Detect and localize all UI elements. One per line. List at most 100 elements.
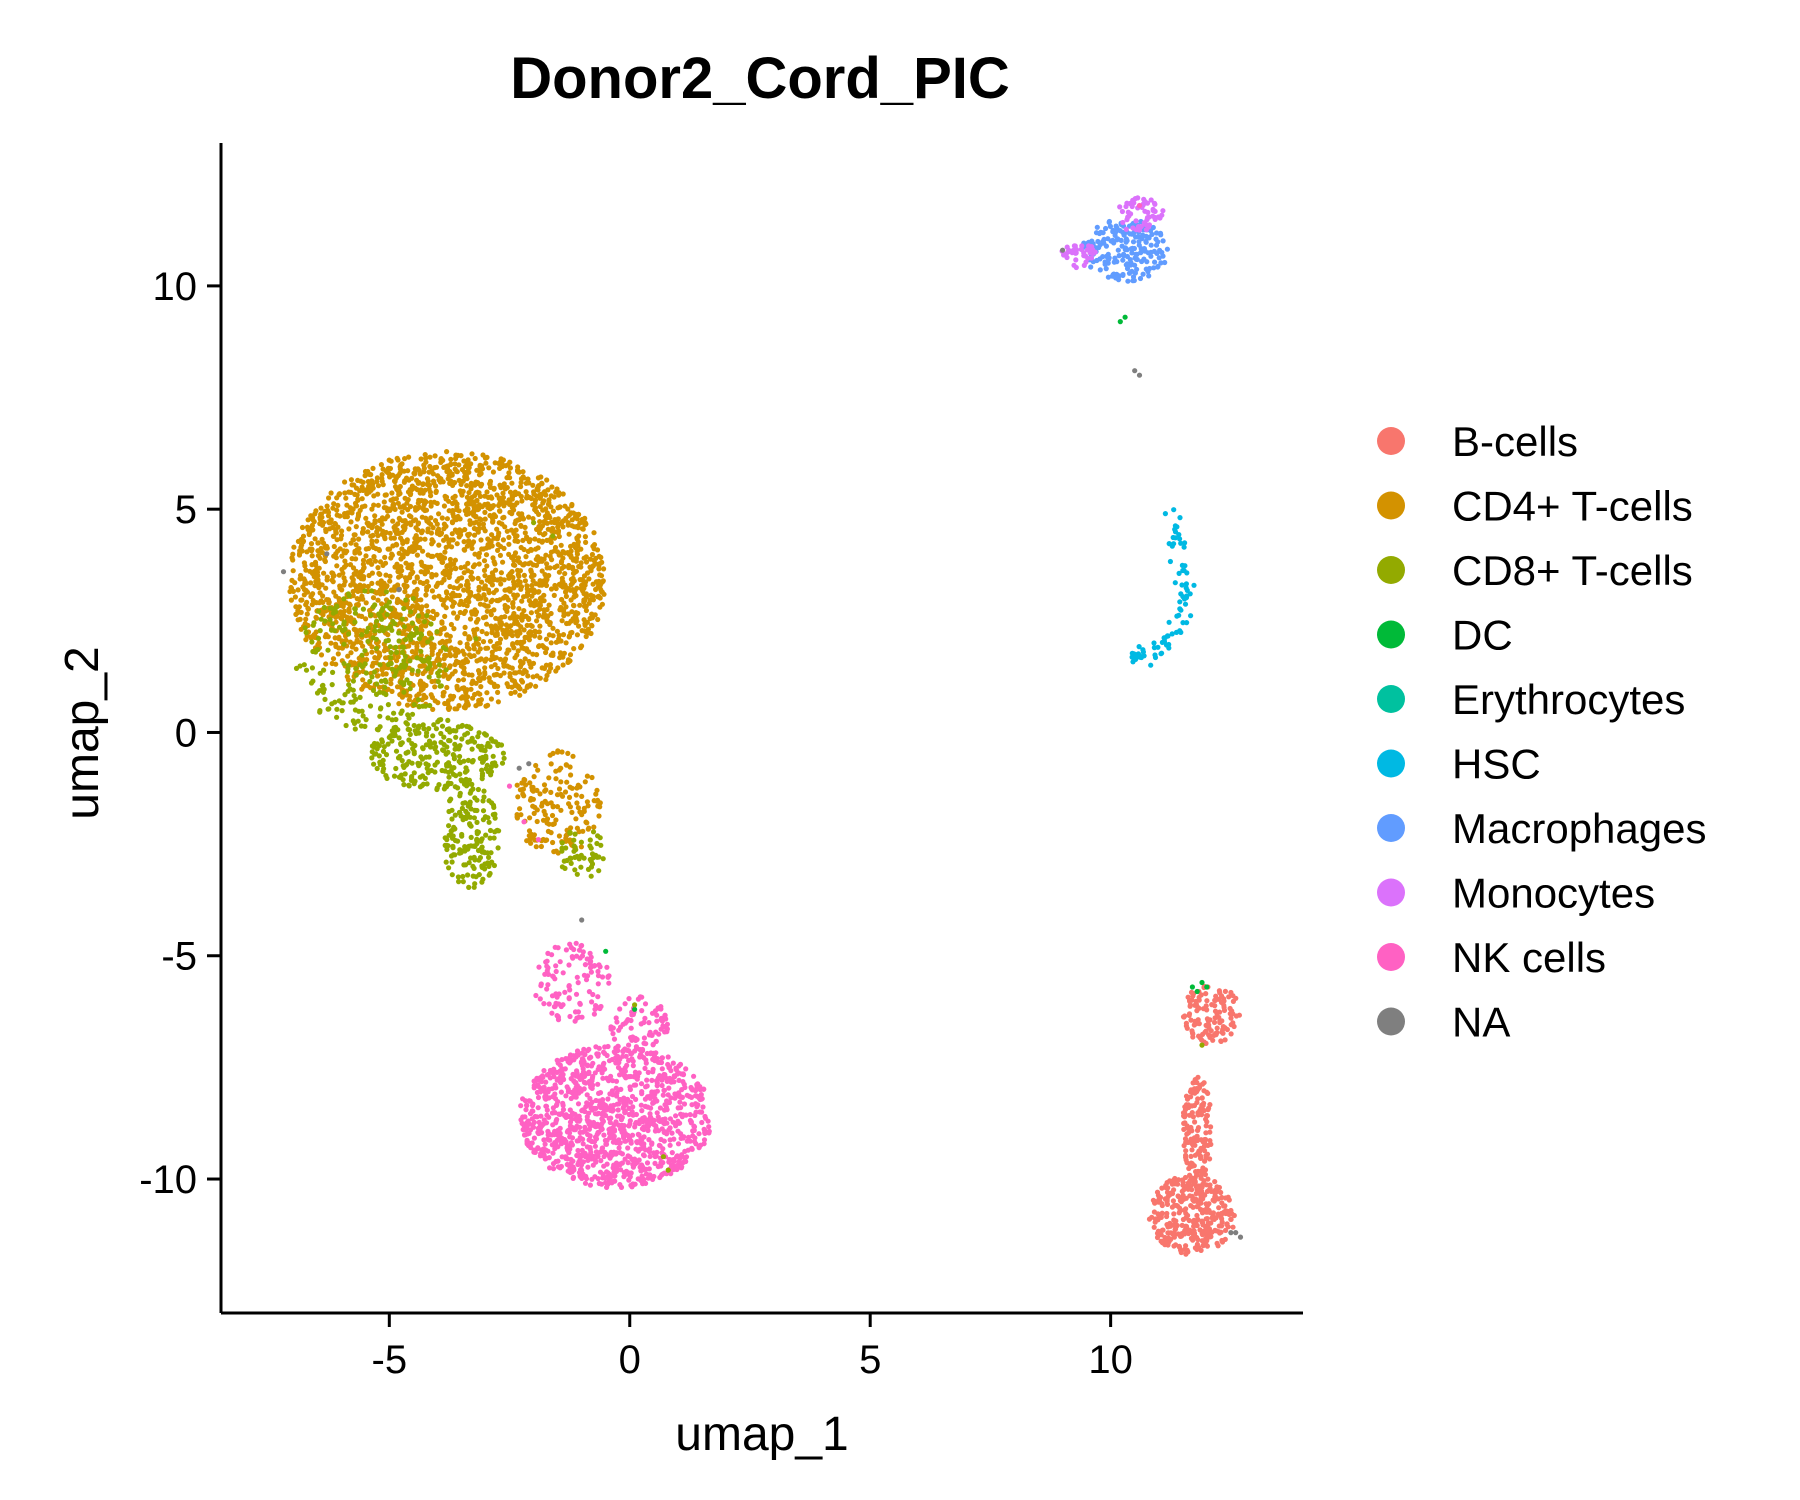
point-nk-cells <box>552 1110 558 1116</box>
point-cd4-t-cells <box>424 579 430 585</box>
point-cd4-t-cells <box>475 575 481 582</box>
point-cd4-t-cells <box>526 658 532 665</box>
point-cd4-t-cells <box>528 795 534 802</box>
point-cd4-t-cells <box>530 833 536 840</box>
point-cd8-t-cells <box>469 781 475 788</box>
point-cd4-t-cells <box>524 838 530 844</box>
point-cd4-t-cells <box>557 504 563 510</box>
point-cd4-t-cells <box>458 453 464 459</box>
point-nk-cells <box>598 1158 604 1164</box>
point-nk-cells <box>678 1105 684 1111</box>
point-cd4-t-cells <box>370 532 376 539</box>
point-nk-cells <box>692 1139 698 1145</box>
point-cd4-t-cells <box>443 464 449 470</box>
point-nk-cells <box>597 964 603 970</box>
point-cd4-t-cells <box>404 702 411 708</box>
point-cd4-t-cells <box>504 528 510 534</box>
point-cd4-t-cells <box>440 559 446 566</box>
point-cd8-t-cells <box>336 624 343 630</box>
point-cd8-t-cells <box>382 677 388 683</box>
point-cd4-t-cells <box>526 514 532 520</box>
point-cd8-t-cells <box>468 725 474 732</box>
point-cd4-t-cells <box>328 640 334 646</box>
point-cd8-t-cells <box>314 690 321 696</box>
point-cd4-t-cells <box>417 579 423 585</box>
point-cd4-t-cells <box>405 507 411 513</box>
point-cd4-t-cells <box>469 451 475 457</box>
point-nk-cells <box>658 1163 664 1169</box>
points-layer <box>280 195 1244 1257</box>
point-nk-cells <box>625 1160 631 1166</box>
point-cd4-t-cells <box>461 669 467 675</box>
point-nk-cells <box>647 1116 653 1122</box>
point-cd4-t-cells <box>545 487 551 493</box>
point-cd4-t-cells <box>365 529 371 535</box>
point-macrophages <box>1137 275 1144 282</box>
point-cd4-t-cells <box>411 470 417 476</box>
point-cd4-t-cells <box>518 586 524 592</box>
point-nk-cells <box>537 1153 544 1159</box>
point-cd4-t-cells <box>360 479 366 485</box>
point-cd8-t-cells <box>346 593 352 599</box>
point-cd8-t-cells <box>447 738 453 744</box>
point-macrophages <box>1100 238 1106 244</box>
point-cd4-t-cells <box>562 582 568 588</box>
point-cd4-t-cells <box>509 505 515 511</box>
point-cd4-t-cells <box>461 601 467 608</box>
point-cd4-t-cells <box>548 493 554 499</box>
point-cd4-t-cells <box>479 504 485 510</box>
point-cd8-t-cells <box>487 835 493 841</box>
point-cd4-t-cells <box>349 575 355 581</box>
point-cd4-t-cells <box>462 631 468 637</box>
point-cd8-t-cells <box>401 644 407 651</box>
point-cd4-t-cells <box>313 508 319 514</box>
point-nk-cells <box>618 1097 624 1103</box>
point-cd8-t-cells <box>559 840 565 846</box>
point-cd8-t-cells <box>413 730 419 737</box>
point-cd4-t-cells <box>582 598 588 604</box>
point-cd8-t-cells <box>488 736 494 742</box>
point-cd4-t-cells <box>583 539 589 546</box>
point-nk-cells <box>638 1081 645 1087</box>
point-macrophages <box>1130 274 1137 280</box>
point-nk-cells <box>522 1114 528 1120</box>
point-cd8-t-cells <box>391 710 397 716</box>
point-nk-cells <box>627 1154 633 1160</box>
point-cd8-t-cells <box>437 683 443 689</box>
point-cd8-t-cells <box>467 799 473 805</box>
point-cd8-t-cells <box>409 711 416 717</box>
point-nk-cells <box>610 1125 616 1131</box>
point-cd8-t-cells <box>471 815 477 821</box>
point-cd4-t-cells <box>419 697 425 703</box>
point-cd4-t-cells <box>580 583 586 589</box>
point-nk-cells <box>637 994 643 1000</box>
point-cd4-t-cells <box>311 568 317 574</box>
point-nk-cells <box>604 1052 610 1059</box>
point-cd4-t-cells <box>568 554 574 560</box>
point-cd4-t-cells <box>510 562 517 568</box>
point-cd4-t-cells <box>548 539 554 546</box>
point-nk-cells <box>614 1093 620 1099</box>
point-cd8-t-cells <box>431 740 438 746</box>
point-nk-cells <box>567 941 573 947</box>
point-cd8-t-cells <box>500 750 506 756</box>
point-cd4-t-cells <box>534 618 540 624</box>
point-cd8-t-cells <box>341 596 347 602</box>
point-cd4-t-cells <box>563 515 569 522</box>
point-macrophages <box>1151 248 1157 254</box>
point-cd8-t-cells <box>334 714 340 720</box>
point-cd8-t-cells <box>411 722 417 729</box>
point-cd4-t-cells <box>544 672 550 679</box>
point-cd8-t-cells <box>387 644 393 650</box>
point-cd8-t-cells <box>470 786 476 792</box>
point-cd8-t-cells <box>365 625 371 631</box>
point-cd4-t-cells <box>464 687 470 693</box>
point-cd8-t-cells <box>380 628 386 634</box>
point-cd8-t-cells <box>475 786 481 793</box>
point-cd4-t-cells <box>347 562 354 568</box>
point-cd4-t-cells <box>320 612 326 618</box>
point-cd8-t-cells <box>493 739 499 745</box>
point-cd4-t-cells <box>528 574 535 580</box>
point-nk-cells <box>572 1127 579 1133</box>
point-nk-cells <box>638 1102 644 1108</box>
